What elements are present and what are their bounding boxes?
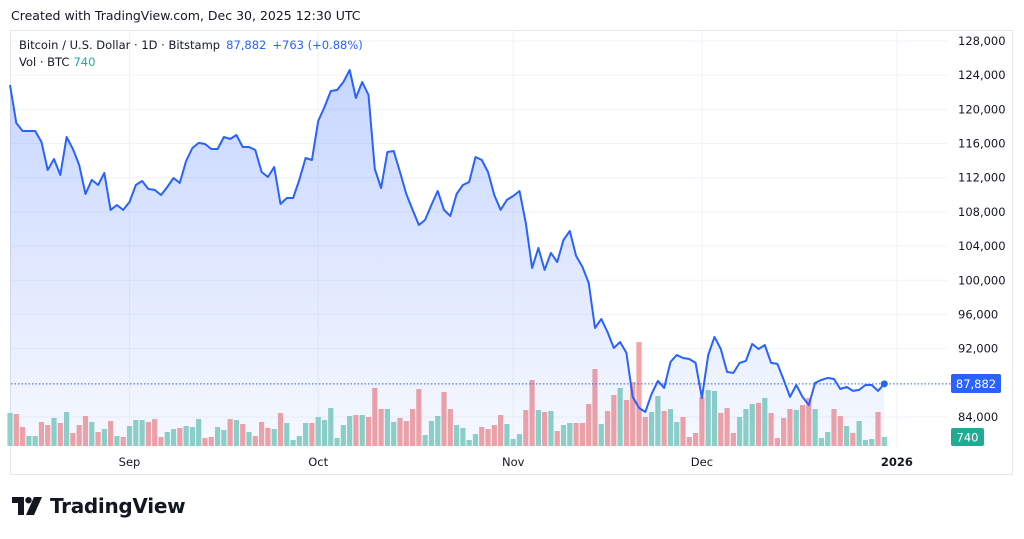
tradingview-wordmark: TradingView: [50, 494, 186, 518]
price-axis-tick-label: 112,000: [958, 171, 1006, 185]
legend-symbol-row: Bitcoin / U.S. Dollar · 1D · Bitstamp 87,…: [19, 37, 363, 54]
time-axis-tick-label: Dec: [691, 455, 713, 469]
tradingview-logo[interactable]: TradingView: [12, 494, 186, 518]
time-axis-tick-label: 2026: [881, 455, 913, 469]
created-with-caption: Created with TradingView.com, Dec 30, 20…: [11, 8, 361, 23]
time-axis-tick-label: Sep: [119, 455, 141, 469]
price-axis-tick-label: 128,000: [958, 34, 1006, 48]
price-axis[interactable]: 128,000 124,000 120,000 116,000 112,000 108,0…: [958, 34, 1006, 424]
time-axis-tick-label: Oct: [308, 455, 328, 469]
price-line: [9, 69, 886, 413]
price-axis-tick-label: 84,000: [958, 410, 998, 424]
volume-bar: [636, 341, 642, 446]
legend-volume-row: Vol · BTC 740: [19, 54, 363, 71]
legend-change: +763 (+0.88%): [272, 38, 363, 52]
price-axis-tick-label: 124,000: [958, 68, 1006, 82]
symbol-title[interactable]: Bitcoin / U.S. Dollar · 1D · Bitstamp: [19, 38, 221, 52]
price-axis-tick-label: 100,000: [958, 273, 1006, 287]
volume-title[interactable]: Vol · BTC: [19, 55, 70, 69]
last-price-badge-text: 87,882: [956, 377, 996, 391]
time-axis[interactable]: Sep Oct Nov Dec 2026: [119, 455, 913, 469]
price-area-fill: [10, 70, 885, 446]
time-axis-tick-label: Nov: [502, 455, 525, 469]
last-volume-badge-text: 740: [957, 431, 979, 445]
chart-legend: Bitcoin / U.S. Dollar · 1D · Bitstamp 87,…: [19, 37, 363, 71]
price-axis-tick-label: 104,000: [958, 239, 1006, 253]
last-volume-badge: 740: [951, 428, 984, 446]
price-axis-tick-label: 92,000: [958, 342, 998, 356]
last-price-dot: [880, 380, 888, 388]
price-axis-tick-label: 96,000: [958, 307, 998, 321]
price-axis-tick-label: 120,000: [958, 102, 1006, 116]
tradingview-logo-icon: [12, 497, 42, 515]
last-price-badge: 87,882: [951, 374, 1001, 393]
volume-bar: [881, 436, 887, 446]
price-axis-tick-label: 116,000: [958, 137, 1006, 151]
price-axis-tick-label: 108,000: [958, 205, 1006, 219]
legend-last-price: 87,882: [226, 38, 267, 52]
legend-volume-value: 740: [73, 55, 96, 69]
